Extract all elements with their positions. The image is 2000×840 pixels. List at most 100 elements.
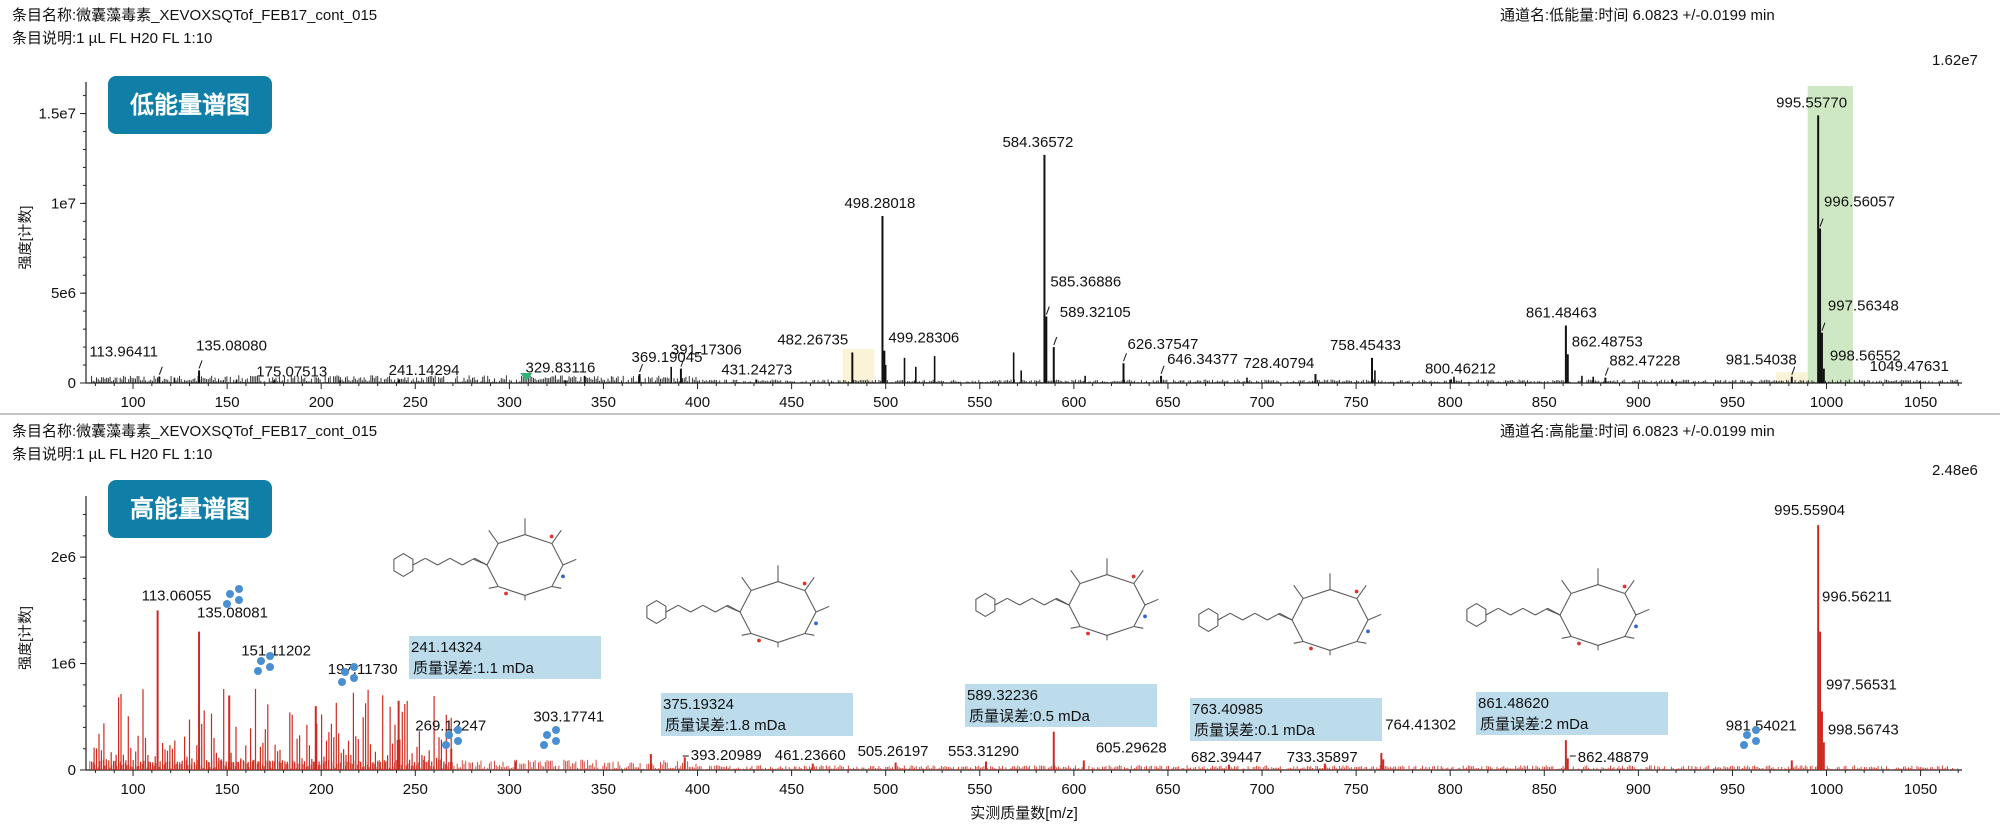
molecule-bond — [562, 558, 577, 566]
molecule-chain — [715, 604, 728, 613]
molecule-ring — [1068, 574, 1146, 636]
molecule-chain — [1019, 597, 1033, 606]
fragment-dot — [552, 737, 560, 745]
fragment-cluster — [91, 688, 452, 770]
fragment-dot — [1740, 741, 1748, 749]
y-tick-label: 5e6 — [51, 285, 76, 302]
molecule-bond — [804, 576, 815, 591]
peak-label: 882.47228 — [1609, 353, 1680, 370]
peak-label: 995.55904 — [1774, 502, 1845, 519]
fragment-dot — [226, 590, 234, 598]
x-tick-label: 500 — [873, 394, 898, 411]
noise-trace — [89, 759, 1959, 770]
molecule-chain — [1498, 607, 1511, 616]
peak-label: 303.17741 — [533, 708, 604, 725]
peak-label: 113.06055 — [142, 587, 212, 604]
molecule-chain — [1044, 597, 1057, 606]
x-tick-label: 100 — [121, 394, 146, 411]
peak-label: 626.37547 — [1127, 336, 1198, 353]
x-tick-label: 550 — [967, 394, 992, 411]
molecule-chain — [690, 604, 704, 613]
x-tick-label: 750 — [1344, 781, 1369, 798]
peak-label: 997.56531 — [1826, 676, 1897, 693]
molecule-bond — [1070, 569, 1081, 584]
molecule-bond — [741, 576, 752, 591]
annotation-mass-error: 质量误差:2 mDa — [1480, 716, 1589, 733]
noise-trace — [91, 375, 1959, 383]
peak-label: 482.26735 — [777, 331, 848, 348]
peak-lead-line — [680, 358, 685, 367]
mass-error-box — [661, 693, 853, 736]
molecule-bond — [815, 605, 830, 613]
molecule-chain — [665, 604, 679, 613]
peak-label: 998.56743 — [1828, 721, 1899, 738]
mass-error-box — [1190, 698, 1382, 741]
peak-label: 585.36886 — [1050, 274, 1121, 291]
molecule-atom-n — [561, 574, 565, 579]
molecule-phenyl — [393, 552, 414, 578]
molecule-atom-o — [802, 581, 807, 586]
molecule-ring — [1291, 589, 1369, 651]
y-tick-label: 0 — [68, 762, 76, 779]
molecule-atom-o — [1309, 646, 1313, 651]
peak-label: 151.11202 — [241, 642, 311, 659]
molecule-bond — [1144, 598, 1159, 606]
molecule-bond — [1635, 608, 1650, 616]
fragment-dot — [350, 663, 358, 671]
molecule-chain — [994, 597, 1008, 606]
molecule-atom-o — [1622, 584, 1627, 589]
x-tick-label: 1050 — [1904, 394, 1937, 411]
fragment-dot — [338, 678, 346, 686]
peak-lead-line — [1053, 336, 1058, 346]
high-energy-spectrum: 100 150 200 250 300 350 400 450 500 550 600 650 700 7… — [17, 496, 1962, 822]
molecule-chain — [1230, 612, 1243, 621]
mass-error-box — [409, 636, 601, 679]
molecule-chain — [1510, 607, 1524, 616]
molecule-phenyl — [646, 599, 667, 625]
x-tick-label: 700 — [1250, 781, 1275, 798]
x-tick-label: 900 — [1626, 394, 1651, 411]
molecule-chain — [1031, 597, 1045, 606]
molecule-chain — [1242, 612, 1256, 621]
high-energy-badge: 高能量谱图 — [108, 480, 272, 538]
fragment-dot — [235, 596, 243, 604]
annotation-mass: 589.32236 — [967, 687, 1038, 704]
highlight-band — [1807, 86, 1853, 383]
peak-label: 995.55770 — [1776, 94, 1847, 111]
fragment-dot — [540, 741, 548, 749]
fragment-icon — [223, 585, 243, 608]
peak-label: 175.07513 — [256, 363, 327, 380]
peak-label: 329.83116 — [526, 359, 596, 376]
high-item-name: 条目名称:微囊藻毒素_XEVOXSQTof_FEB17_cont_015 — [12, 423, 378, 440]
structure-diagram — [393, 518, 577, 601]
molecule-bond — [1561, 579, 1572, 594]
peak-label: 369.19045 — [632, 349, 703, 366]
peak-label: 241.14294 — [389, 362, 460, 379]
molecule-bond — [1624, 635, 1635, 639]
peak-label: 728.40794 — [1243, 355, 1314, 372]
molecule-chain — [437, 557, 451, 566]
peak-label: 431.24273 — [721, 361, 792, 378]
annotation-mass-error: 质量误差:1.1 mDa — [413, 660, 535, 677]
peak-lead-line — [158, 366, 163, 375]
peak-label: 682.39447 — [1191, 749, 1262, 766]
molecule-atom-o — [1086, 631, 1090, 636]
x-tick-label: 250 — [403, 394, 428, 411]
fragment-dot — [266, 652, 274, 660]
peak-lead-line — [1160, 365, 1165, 374]
fragment-icon — [442, 726, 462, 749]
molecule-atom-o — [757, 638, 761, 643]
structure-diagram — [1198, 573, 1382, 656]
structure-diagram — [1466, 568, 1650, 651]
structure-diagram — [975, 558, 1159, 641]
peak-label: 733.35897 — [1287, 749, 1358, 766]
molecule-phenyl — [1466, 602, 1487, 628]
molecule-bond — [804, 632, 815, 636]
x-tick-label: 800 — [1438, 394, 1463, 411]
x-tick-label: 850 — [1532, 781, 1557, 798]
x-tick-label: 1000 — [1810, 394, 1843, 411]
peak-lead-line — [198, 360, 203, 369]
fragment-dot — [223, 600, 231, 608]
peak-label: 605.29628 — [1096, 739, 1167, 756]
